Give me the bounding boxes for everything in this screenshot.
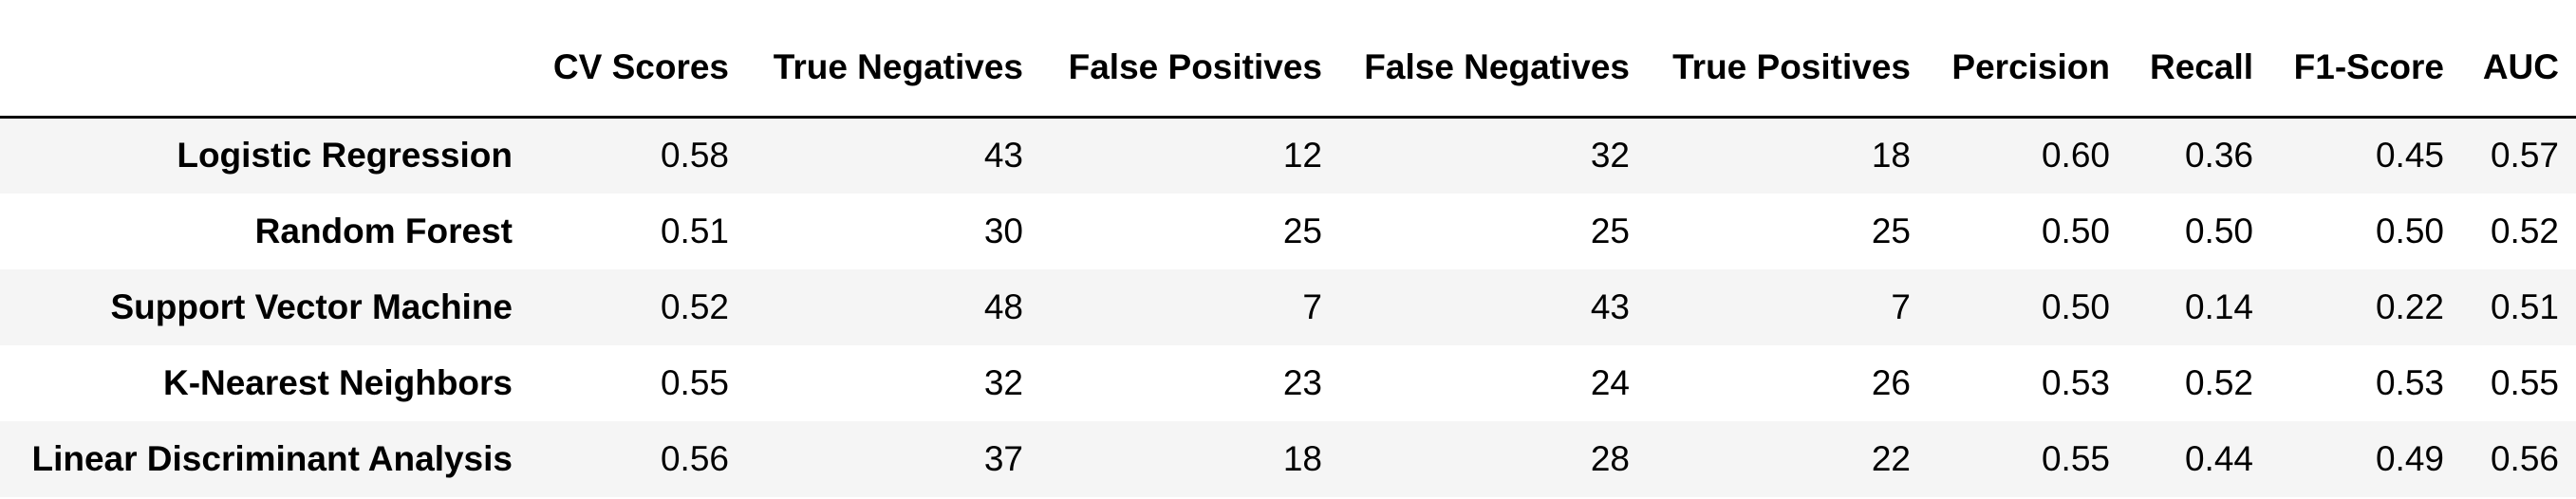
table-body: Logistic Regression 0.58 43 12 32 18 0.6… [0,117,2576,497]
cell-cv-scores: 0.51 [660,211,729,250]
header-auc: AUC [2461,0,2576,119]
table-row: Logistic Regression 0.58 43 12 32 18 0.6… [0,117,2576,194]
table-row: Linear Discriminant Analysis 0.56 37 18 … [0,420,2576,497]
cell-false-positives: 25 [1282,211,1322,250]
header-true-positives: True Positives [1647,0,1928,119]
cell-true-negatives: 37 [983,438,1023,478]
cell-cv-scores: 0.52 [660,286,729,326]
header-recall: Recall [2127,0,2270,119]
cell-false-negatives: 32 [1590,136,1630,176]
cell-cv-scores: 0.55 [660,362,729,402]
table-header: CV Scores True Negatives False Positives… [0,0,2576,119]
cell-recall: 0.52 [2184,362,2253,402]
row-label: Support Vector Machine [110,286,513,326]
row-label: Linear Discriminant Analysis [31,438,513,478]
cell-false-negatives: 28 [1590,438,1630,478]
cell-true-negatives: 48 [983,286,1023,326]
header-true-negatives: True Negatives [746,0,1040,119]
cell-true-negatives: 30 [983,211,1023,250]
cell-precision: 0.60 [2041,136,2110,176]
cell-false-positives: 18 [1282,438,1322,478]
cell-precision: 0.50 [2041,286,2110,326]
cell-auc: 0.57 [2490,136,2559,176]
cell-true-negatives: 43 [983,136,1023,176]
header-f1-score: F1-Score [2270,0,2461,119]
cell-true-positives: 26 [1871,362,1911,402]
cell-f1-score: 0.45 [2375,136,2444,176]
cell-false-negatives: 43 [1590,286,1630,326]
row-label: Random Forest [254,211,513,250]
cell-false-positives: 23 [1282,362,1322,402]
cell-auc: 0.55 [2490,362,2559,402]
cell-false-positives: 12 [1282,136,1322,176]
cell-false-negatives: 24 [1590,362,1630,402]
cell-true-negatives: 32 [983,362,1023,402]
cell-recall: 0.14 [2184,286,2253,326]
header-false-negatives: False Negatives [1339,0,1647,119]
header-false-positives: False Positives [1040,0,1339,119]
cell-auc: 0.52 [2490,211,2559,250]
cell-precision: 0.55 [2041,438,2110,478]
cell-precision: 0.50 [2041,211,2110,250]
cell-cv-scores: 0.58 [660,136,729,176]
header-row: CV Scores True Negatives False Positives… [0,0,2576,119]
cell-auc: 0.56 [2490,438,2559,478]
cell-true-positives: 22 [1871,438,1911,478]
cell-false-positives: 7 [1302,286,1322,326]
header-precision: Percision [1928,0,2127,119]
cell-f1-score: 0.49 [2375,438,2444,478]
cell-true-positives: 18 [1871,136,1911,176]
cell-true-positives: 7 [1891,286,1911,326]
cell-precision: 0.53 [2041,362,2110,402]
cell-auc: 0.51 [2490,286,2559,326]
table-row: Random Forest 0.51 30 25 25 25 0.50 0.50… [0,193,2576,269]
cell-false-negatives: 25 [1590,211,1630,250]
cell-cv-scores: 0.56 [660,438,729,478]
table-row: K-Nearest Neighbors 0.55 32 23 24 26 0.5… [0,344,2576,421]
cell-f1-score: 0.50 [2375,211,2444,250]
cell-recall: 0.44 [2184,438,2253,478]
cell-recall: 0.50 [2184,211,2253,250]
row-label: K-Nearest Neighbors [162,362,513,402]
cell-f1-score: 0.22 [2375,286,2444,326]
cell-f1-score: 0.53 [2375,362,2444,402]
cell-recall: 0.36 [2184,136,2253,176]
table-row: Support Vector Machine 0.52 48 7 43 7 0.… [0,268,2576,345]
cell-true-positives: 25 [1871,211,1911,250]
header-index [0,0,530,119]
header-cv-scores: CV Scores [530,0,746,119]
row-label: Logistic Regression [177,136,513,176]
